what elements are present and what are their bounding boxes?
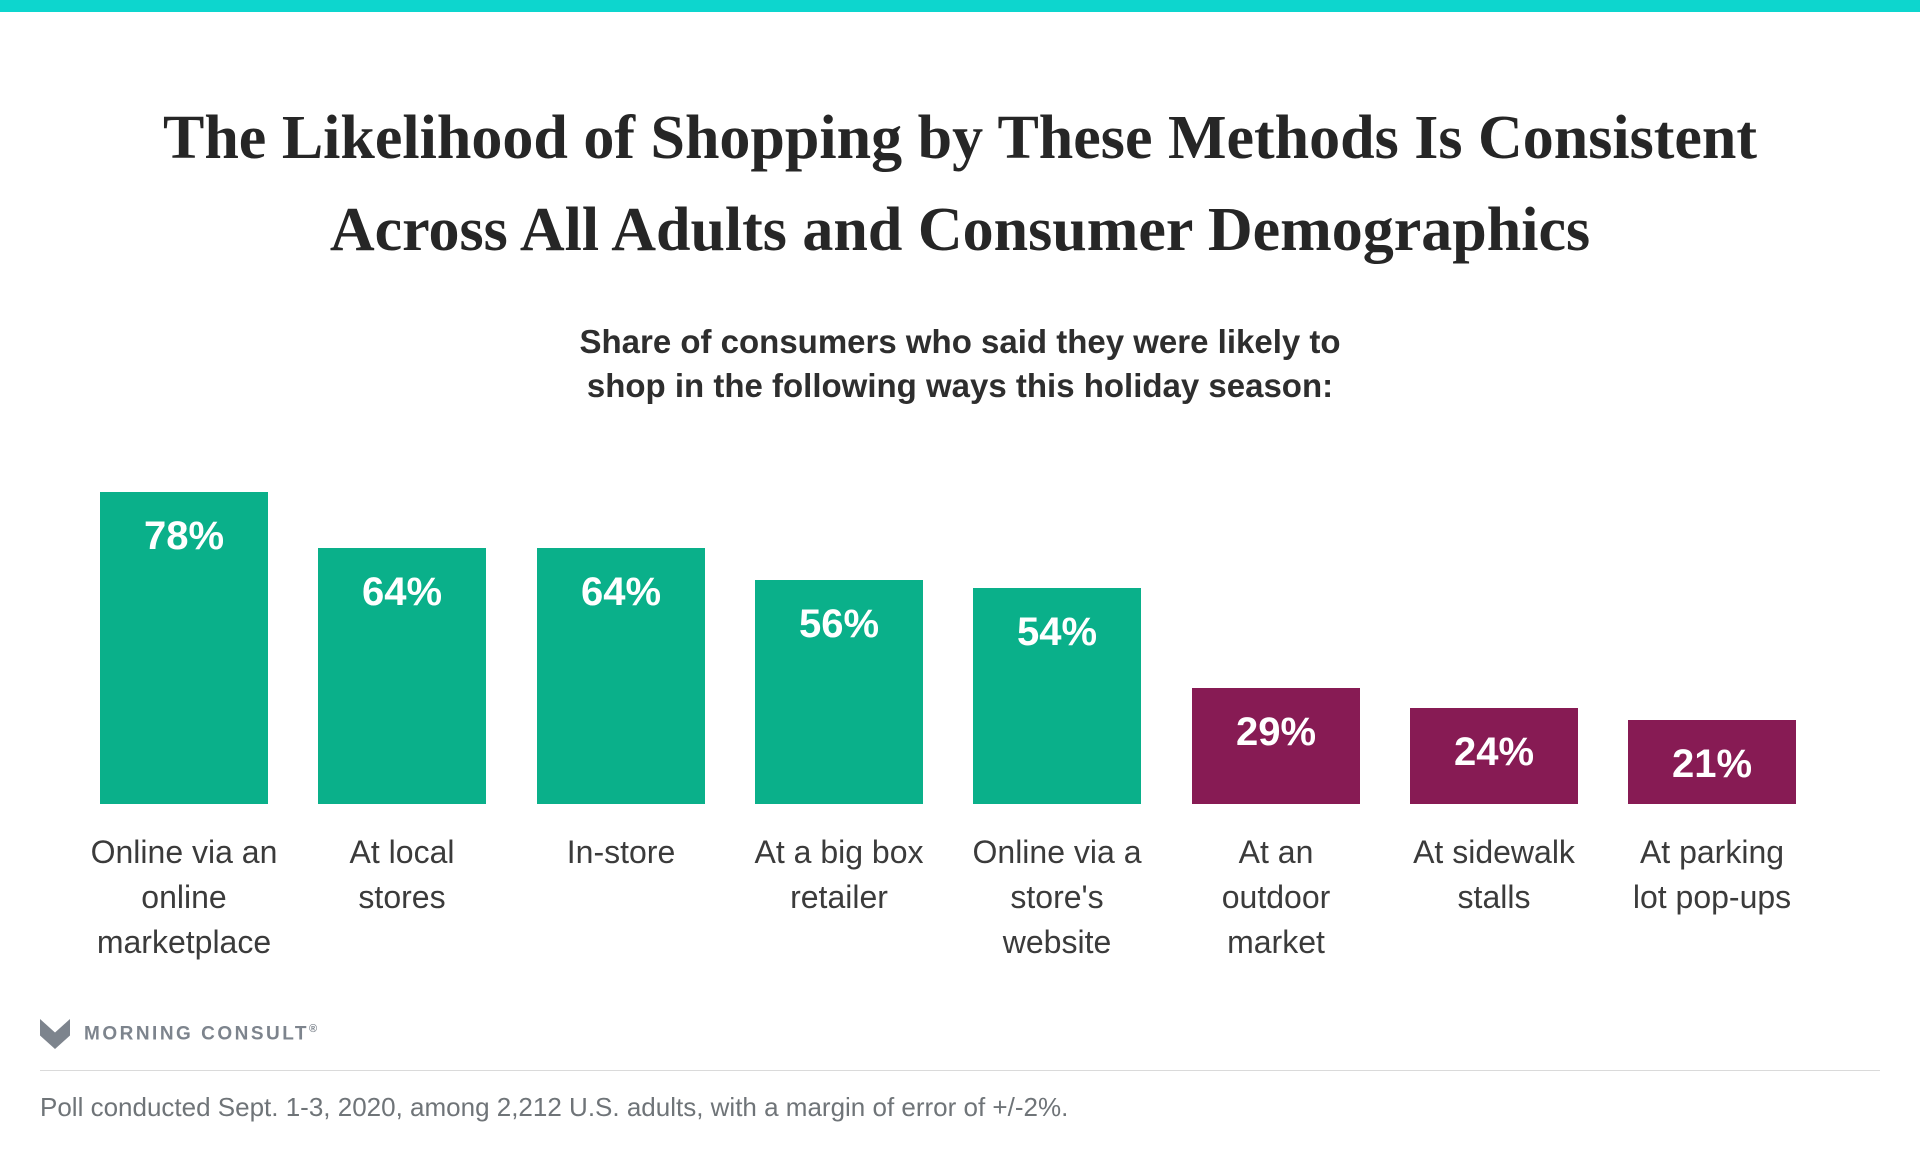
bar-value-label: 78% <box>143 514 225 558</box>
bar-5: 54% <box>973 588 1141 804</box>
bar-6: 29% <box>1192 688 1360 804</box>
bar-value-label: 29% <box>1235 710 1317 754</box>
logo-wordmark: MORNING CONSULT® <box>84 1023 317 1045</box>
bar-3: 64% <box>537 548 705 804</box>
footer-divider <box>40 1070 1880 1071</box>
bar-value-label: 54% <box>1016 610 1098 654</box>
logo-text: MORNING CONSULT <box>84 1023 310 1045</box>
top-accent-bar <box>0 0 1920 12</box>
bar-value-label: 21% <box>1671 742 1753 786</box>
bar-category-label: At parking lot pop-ups <box>1632 834 1792 915</box>
registered-trademark-icon: ® <box>309 1022 318 1035</box>
bar-8: 21% <box>1628 720 1796 804</box>
bar-2: 64% <box>318 548 486 804</box>
bar-category-label: Online via a store's website <box>972 834 1142 960</box>
bar-7: 24% <box>1410 708 1578 804</box>
poll-methodology-note: Poll conducted Sept. 1-3, 2020, among 2,… <box>40 1092 1069 1122</box>
morning-consult-logo: MORNING CONSULT® <box>40 1018 317 1050</box>
bar-category-label: In-store <box>566 834 676 870</box>
bar-category-label: At local stores <box>349 834 455 915</box>
bar-value-label: 64% <box>361 570 443 614</box>
bar-1: 78% <box>100 492 268 804</box>
logo-m-icon <box>40 1019 70 1049</box>
bar-category-label: At a big box retailer <box>754 834 924 915</box>
bar-4: 56% <box>755 580 923 804</box>
bar-value-label: 24% <box>1453 730 1535 774</box>
bar-category-label: At sidewalk stalls <box>1413 834 1575 915</box>
bar-category-label: At an outdoor market <box>1221 834 1331 960</box>
chart-title: The Likelihood of Shopping by These Meth… <box>162 103 1758 264</box>
bar-value-label: 56% <box>798 602 880 646</box>
bar-value-label: 64% <box>580 570 662 614</box>
chart-subtitle: Share of consumers who said they were li… <box>579 323 1341 404</box>
bar-category-label: Online via an online marketplace <box>90 834 278 960</box>
